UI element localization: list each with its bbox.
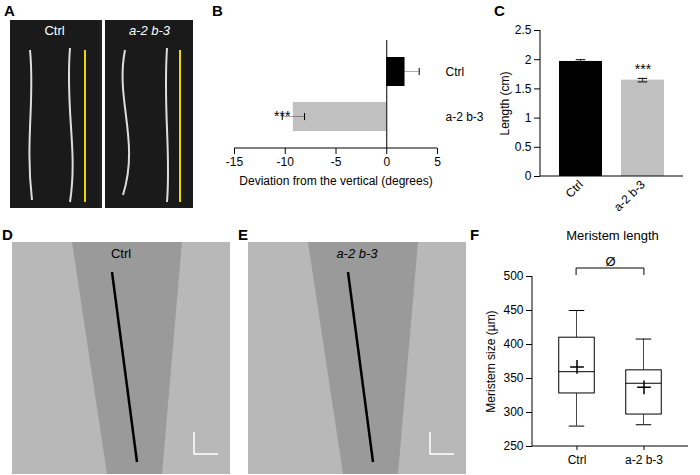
- html-text:E: E: [238, 226, 248, 243]
- svg-text:450: 450: [503, 303, 523, 317]
- svg-text:Ø: Ø: [605, 254, 615, 269]
- svg-text:a-2 b-3: a-2 b-3: [611, 177, 648, 214]
- svg-text:Ctrl: Ctrl: [563, 177, 586, 200]
- svg-text:5: 5: [434, 155, 441, 169]
- svg-text:***: ***: [274, 108, 291, 124]
- html-text:D: D: [2, 226, 13, 243]
- svg-text:***: ***: [635, 61, 652, 77]
- svg-text:Meristem size (µm): Meristem size (µm): [484, 310, 498, 412]
- svg-text:1: 1: [525, 111, 532, 125]
- svg-text:a-2 b-3: a-2 b-3: [446, 110, 484, 124]
- html-text:a-2 b-3: a-2 b-3: [336, 246, 378, 261]
- svg-text:500: 500: [503, 269, 523, 283]
- html-text:F: F: [470, 226, 480, 243]
- html-text:C: C: [494, 2, 505, 19]
- svg-text:Length (cm): Length (cm): [498, 71, 512, 135]
- svg-text:0.5: 0.5: [515, 140, 532, 154]
- svg-text:-10: -10: [277, 155, 295, 169]
- svg-text:a-2 b-3: a-2 b-3: [625, 453, 663, 467]
- html-text:B: B: [212, 2, 223, 19]
- svg-text:2.5: 2.5: [515, 23, 532, 37]
- html-text:Ctrl: Ctrl: [44, 23, 65, 38]
- svg-text:0: 0: [383, 155, 390, 169]
- html-text:A: A: [4, 2, 15, 19]
- svg-text:0: 0: [525, 169, 532, 183]
- svg-text:Deviation from the vertical (d: Deviation from the vertical (degrees): [239, 174, 432, 188]
- svg-text:300: 300: [503, 405, 523, 419]
- svg-text:2: 2: [525, 53, 532, 67]
- svg-text:350: 350: [503, 371, 523, 385]
- svg-text:400: 400: [503, 337, 523, 351]
- svg-text:-5: -5: [331, 155, 342, 169]
- svg-text:1.5: 1.5: [515, 82, 532, 96]
- svg-text:Ctrl: Ctrl: [568, 453, 587, 467]
- svg-text:Ctrl: Ctrl: [446, 65, 465, 79]
- html-text:Meristem length: Meristem length: [566, 228, 659, 243]
- html-text:a-2 b-3: a-2 b-3: [128, 23, 171, 38]
- svg-text:-15: -15: [226, 155, 244, 169]
- html-text:Ctrl: Ctrl: [110, 246, 132, 261]
- svg-text:250: 250: [503, 439, 523, 453]
